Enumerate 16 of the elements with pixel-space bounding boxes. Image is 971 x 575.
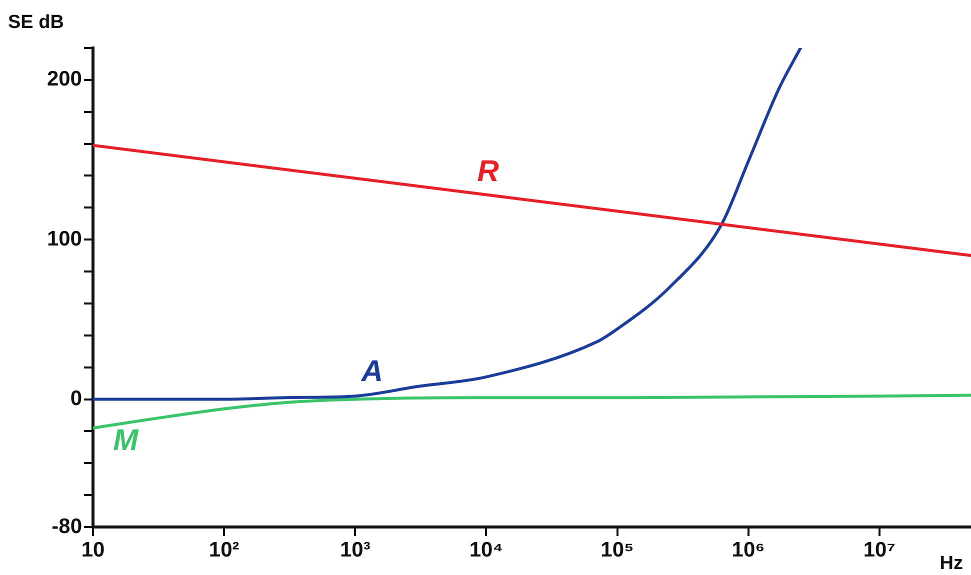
- x-tick-label: 10³: [340, 538, 370, 562]
- x-tick-label: 10⁴: [469, 538, 504, 562]
- series-label: M: [113, 424, 140, 458]
- y-tick-label: 200: [46, 68, 82, 91]
- x-axis-title: Hz: [940, 553, 963, 574]
- x-tick-label: 10²: [208, 538, 240, 562]
- x-tick-label: 10: [81, 538, 105, 562]
- series-label: R: [477, 155, 500, 188]
- x-tick-label: 10⁷: [863, 538, 896, 562]
- y-tick-label: 100: [46, 227, 82, 250]
- y-tick-label: -80: [52, 514, 82, 538]
- y-tick-label: 0: [70, 387, 82, 410]
- x-tick-label: 10⁵: [600, 538, 634, 562]
- x-tick-label: 10⁶: [732, 538, 765, 562]
- y-axis-title: SE dB: [8, 12, 64, 33]
- series-label: A: [360, 354, 383, 388]
